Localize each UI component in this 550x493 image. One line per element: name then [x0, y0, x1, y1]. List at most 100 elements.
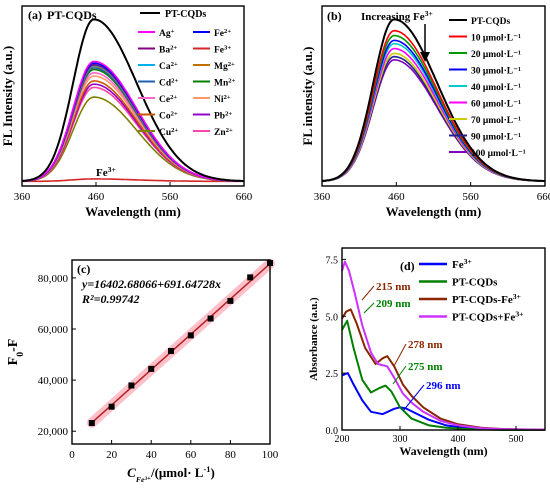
y-tick-label: 2.5	[326, 369, 339, 380]
data-point	[108, 403, 115, 410]
x-tick-label: 40	[146, 449, 158, 461]
panel-label: (a)	[28, 8, 42, 22]
panel-label: (c)	[77, 262, 90, 276]
x-axis-label: CFe³⁺/(μmol· L-1)	[127, 464, 215, 484]
peak-annotation: 296 nm	[426, 380, 461, 392]
increasing-annotation: Increasing Fe3+	[361, 9, 433, 24]
arrow-head	[420, 52, 430, 62]
x-tick-label: 460	[88, 191, 105, 203]
legend-entry-Cu2+: Cu2+	[159, 127, 178, 139]
y-axis-label: F0-F	[6, 339, 26, 366]
x-tick-label: 300	[393, 434, 408, 445]
peak-annotation: 209 nm	[376, 298, 411, 310]
legend-entry: 70 μmol·L⁻¹	[471, 116, 521, 126]
legend-entry: 40 μmol·L⁻¹	[471, 83, 521, 93]
legend-entry: 90 μmol·L⁻¹	[471, 133, 521, 143]
annotation-arrow	[393, 343, 407, 367]
legend-entry: 10 μmol·L⁻¹	[471, 34, 521, 44]
legend-entry-Zn2+: Zn2+	[214, 127, 233, 139]
legend-entry-Fe3+: Fe3+	[452, 257, 472, 272]
x-tick-label: 80	[225, 449, 237, 461]
panel-label: (b)	[327, 9, 342, 23]
plot-frame	[21, 5, 245, 187]
panel-b: 360 460 560 660 Wavelength (nm) FL intensity …	[300, 5, 550, 219]
fe3-annotation: Fe3+	[96, 165, 116, 180]
legend-entry-Ba2+: Ba2+	[159, 44, 177, 56]
legend-entry-PT-CQDs-Fe3+: PT-CQDs-Fe3+	[452, 292, 521, 307]
legend-entry-PT-CQDs: PT-CQDs	[452, 277, 498, 289]
y-tick-label: 40,000	[38, 375, 69, 387]
panel-d: 200 300 400 500 0.0 2.5 5.0 7.5 Wavelength (nm) A…	[308, 247, 546, 458]
plot-frame	[71, 259, 271, 445]
x-axis-label: Wavelength (nm)	[386, 204, 482, 219]
legend-entry: 20 μmol·L⁻¹	[471, 50, 521, 60]
x-tick-label: 500	[509, 434, 524, 445]
x-tick-label: 660	[236, 191, 253, 203]
legend-entry-Ag+: Ag+	[159, 28, 175, 40]
annotation-arrow	[402, 384, 425, 412]
curve-PT-CQDs	[341, 319, 545, 431]
legend-entry-Ca2+: Ca2+	[159, 61, 178, 73]
x-tick-label: 400	[451, 434, 466, 445]
y-tick-label: 60,000	[38, 324, 69, 336]
y-axis-label: FL Intensity (a.u.)	[0, 46, 15, 146]
legend-header: PT-CQDs	[165, 9, 206, 20]
legend-entry: 60 μmol·L⁻¹	[471, 100, 521, 110]
y-tick-label: 7.5	[326, 255, 339, 266]
y-axis-label: Absorbance (a.u.)	[308, 297, 320, 381]
peak-annotation: 278 nm	[408, 339, 443, 351]
data-point	[128, 382, 135, 389]
peak-annotation: 215 nm	[376, 281, 411, 293]
legend-entry-Fe2+: Fe2+	[214, 28, 231, 40]
panel-label: (d)	[400, 259, 415, 273]
x-tick-label: 100	[262, 449, 279, 461]
legend-entry-Fe3+: Fe3+	[214, 44, 231, 56]
legend-entry-Pb2+: Pb2+	[214, 110, 232, 122]
legend-entry-Cd2+: Cd2+	[159, 77, 178, 89]
x-axis-label: Wavelength (nm)	[399, 444, 487, 458]
x-tick-label: 560	[162, 191, 179, 203]
x-axis-label: Wavelength (nm)	[85, 204, 181, 219]
x-tick-label: 200	[335, 434, 350, 445]
data-point	[148, 365, 155, 372]
curve-PT-CQDs	[21, 18, 244, 182]
panel-title: PT-CQDs	[47, 8, 97, 22]
panel-a: 360 460 560 660 Wavelength (nm) FL Intensity …	[0, 5, 253, 219]
panel-c: 0 20 40 60 80 100 20,000 40,000 60,000 80,000 (c)y…	[6, 258, 279, 484]
y-tick-label: 5.0	[326, 312, 339, 323]
data-point	[227, 297, 234, 304]
data-point	[187, 332, 194, 339]
curve-PT-CQDs+Fe3+	[341, 260, 546, 431]
y-tick-label: 0.0	[326, 426, 339, 437]
x-tick-label: 0	[69, 449, 75, 461]
legend-entry-Ni2+: Ni2+	[214, 94, 231, 106]
legend-entry-Co2+: Co2+	[159, 110, 178, 122]
annotation-arrow	[363, 302, 375, 314]
y-tick-label: 20,000	[38, 426, 69, 438]
legend-entry: PT-CQDs	[471, 17, 511, 27]
legend-entry-Mn2+: Mn2+	[214, 77, 236, 89]
x-tick-label: 360	[14, 191, 31, 203]
fit-line	[91, 263, 271, 424]
r-squared: R²=0.99742	[81, 292, 139, 306]
x-tick-label: 460	[388, 191, 405, 203]
curve-PT-CQDs	[321, 18, 545, 182]
annotation-arrow	[392, 365, 407, 385]
legend-entry: 30 μmol·L⁻¹	[471, 67, 521, 77]
y-tick-label: 80,000	[38, 273, 69, 285]
plot-frame	[321, 5, 546, 187]
legend-entry-Ce2+: Ce2+	[159, 94, 177, 106]
legend-entry-PT-CQDs+Fe3+: PT-CQDs+Fe3+	[452, 309, 524, 324]
annotation-arrow	[361, 285, 375, 301]
x-tick-label: 660	[537, 191, 550, 203]
data-point	[207, 315, 214, 322]
y-axis-label: FL intensity (a.u.)	[300, 47, 315, 146]
curve-Ag+	[21, 60, 244, 182]
legend-entry: 100 μmol·L⁻¹	[471, 149, 526, 159]
plot-frame	[341, 247, 546, 431]
x-tick-label: 60	[185, 449, 197, 461]
fit-equation: y=16402.68066+691.64728x	[80, 277, 221, 291]
x-tick-label: 20	[106, 449, 118, 461]
legend-entry-Mg2+: Mg2+	[214, 61, 235, 73]
